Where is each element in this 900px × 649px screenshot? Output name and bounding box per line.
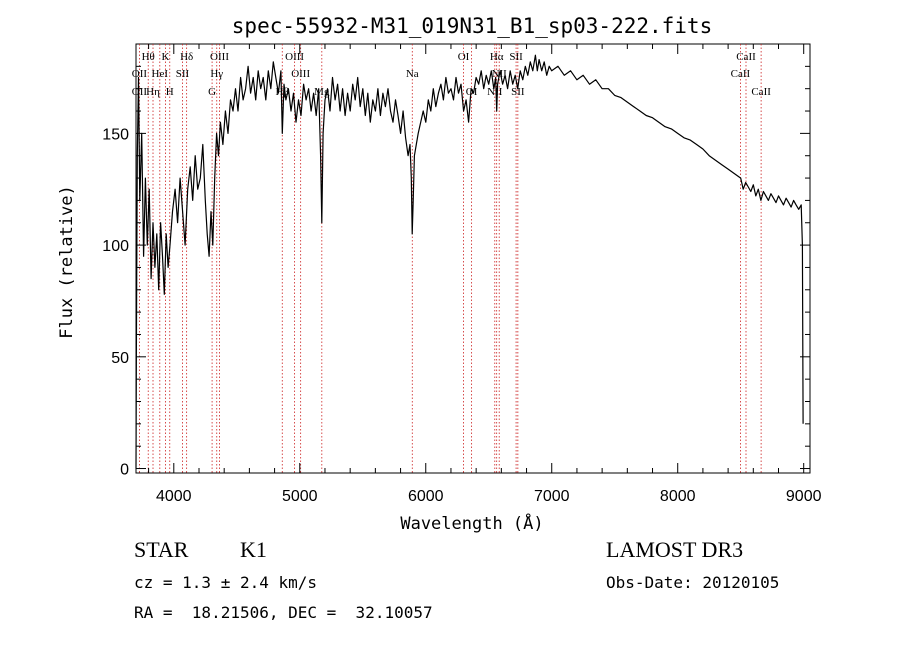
marker-label: CaII bbox=[736, 51, 756, 63]
marker-label: Hγ bbox=[210, 68, 223, 80]
marker-label: CaII bbox=[731, 68, 751, 80]
spectrum-series-line bbox=[135, 54, 804, 469]
plot-frame bbox=[135, 43, 811, 474]
marker-label: Hη bbox=[146, 86, 160, 98]
y-tick-label: 0 bbox=[120, 462, 129, 479]
x-tick-label: 7000 bbox=[534, 488, 570, 505]
marker-label: Hδ bbox=[180, 51, 193, 63]
marker-label: H bbox=[166, 86, 174, 98]
chart-title: spec-55932-M31_019N31_B1_sp03-222.fits bbox=[232, 14, 712, 38]
marker-label: NII bbox=[487, 86, 503, 98]
class-label: STAR bbox=[134, 537, 189, 562]
y-axis-ticks: 0 50 100 150 bbox=[102, 65, 810, 479]
marker-label: CaII bbox=[751, 86, 771, 98]
x-tick-label: 6000 bbox=[408, 488, 444, 505]
marker-label: Hθ bbox=[142, 51, 155, 63]
marker-label: SII bbox=[511, 86, 525, 98]
marker-label: SII bbox=[176, 68, 190, 80]
y-tick-label: 150 bbox=[102, 126, 129, 143]
marker-label: OII bbox=[132, 68, 148, 80]
marker-label: SII bbox=[509, 51, 523, 63]
coordinates: RA = 18.21506, DEC = 32.10057 bbox=[134, 603, 433, 622]
marker-label: HeI bbox=[152, 68, 169, 80]
marker-label: OII bbox=[132, 86, 148, 98]
x-axis-ticks: 4000 5000 6000 7000 8000 9000 bbox=[148, 44, 822, 505]
marker-label: OIII bbox=[210, 51, 229, 63]
marker-label: OIII bbox=[285, 51, 304, 63]
x-tick-label: 9000 bbox=[786, 488, 822, 505]
spectral-line-labels: Hθ K Hδ OIII OIII OI Hα SII CaII OII HeI SII Hγ OIII N… bbox=[132, 51, 771, 98]
cz-value: cz = 1.3 ± 2.4 km/s bbox=[134, 573, 318, 592]
y-tick-label: 100 bbox=[102, 238, 129, 255]
subclass-label: K1 bbox=[240, 537, 267, 562]
x-axis-label: Wavelength (Å) bbox=[400, 512, 543, 534]
marker-label: K bbox=[162, 51, 170, 63]
marker-label: OIII bbox=[291, 68, 310, 80]
x-tick-label: 8000 bbox=[660, 488, 696, 505]
y-axis-label: Flux (relative) bbox=[57, 185, 77, 339]
marker-label: OI bbox=[466, 86, 478, 98]
marker-label: G bbox=[208, 86, 216, 98]
obs-date: Obs-Date: 20120105 bbox=[606, 573, 780, 592]
x-tick-label: 5000 bbox=[282, 488, 318, 505]
survey-label: LAMOST DR3 bbox=[606, 537, 744, 562]
marker-label: OI bbox=[458, 51, 470, 63]
marker-label: Hα bbox=[490, 51, 504, 63]
x-tick-label: 4000 bbox=[156, 488, 192, 505]
y-tick-label: 50 bbox=[111, 350, 129, 367]
marker-label: Na bbox=[406, 68, 419, 80]
